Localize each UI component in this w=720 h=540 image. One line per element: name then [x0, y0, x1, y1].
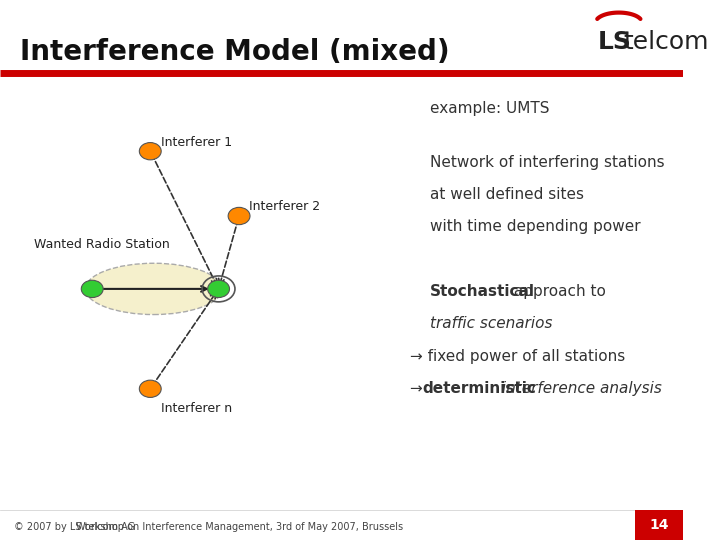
Text: telcom: telcom: [624, 30, 709, 53]
Text: with time depending power: with time depending power: [431, 219, 641, 234]
Text: →: →: [410, 381, 428, 396]
Text: Workshop on Interference Management, 3rd of May 2007, Brussels: Workshop on Interference Management, 3rd…: [76, 522, 402, 531]
Text: LS: LS: [598, 30, 631, 53]
Text: Wanted Radio Station: Wanted Radio Station: [34, 238, 170, 251]
Ellipse shape: [86, 263, 222, 314]
Text: example: UMTS: example: UMTS: [431, 100, 550, 116]
Text: traffic scenarios: traffic scenarios: [431, 316, 553, 332]
Text: Interferer n: Interferer n: [161, 402, 232, 415]
FancyBboxPatch shape: [635, 510, 683, 540]
Circle shape: [140, 380, 161, 397]
Text: Network of interfering stations: Network of interfering stations: [431, 154, 665, 170]
Text: at well defined sites: at well defined sites: [431, 187, 585, 202]
Circle shape: [228, 207, 250, 225]
Text: © 2007 by LS telcom AG: © 2007 by LS telcom AG: [14, 522, 135, 531]
Text: Interference Model (mixed): Interference Model (mixed): [20, 38, 450, 66]
Text: Interferer 2: Interferer 2: [249, 200, 320, 213]
Circle shape: [81, 280, 103, 298]
Text: approach to: approach to: [509, 284, 606, 299]
Text: → fixed power of all stations: → fixed power of all stations: [410, 349, 625, 364]
Circle shape: [207, 280, 230, 298]
Text: Interferer 1: Interferer 1: [161, 136, 232, 148]
Text: deterministic: deterministic: [422, 381, 536, 396]
Circle shape: [140, 143, 161, 160]
Text: Stochastical: Stochastical: [431, 284, 535, 299]
Text: 14: 14: [649, 518, 669, 532]
Text: interference analysis: interference analysis: [498, 381, 662, 396]
